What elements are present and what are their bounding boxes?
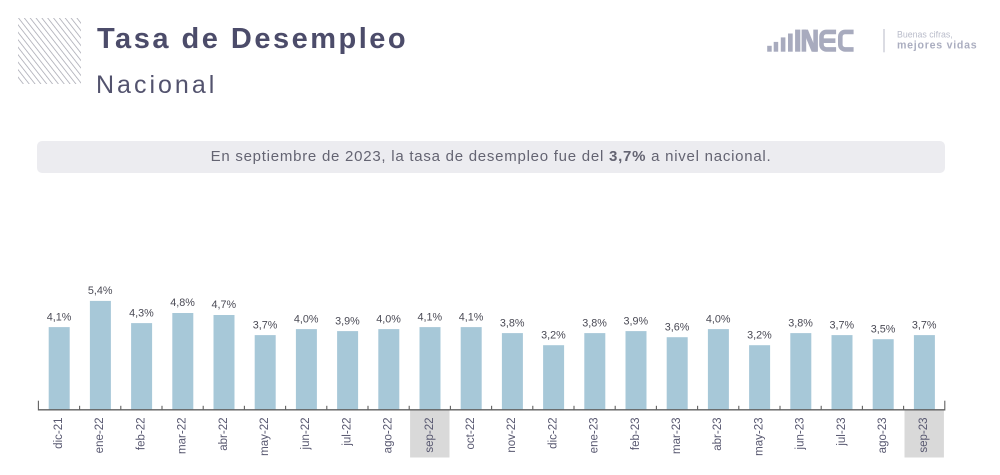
svg-text:mar-22: mar-22	[177, 418, 189, 454]
svg-text:nov-22: nov-22	[506, 418, 518, 453]
svg-text:4,1%: 4,1%	[47, 311, 72, 323]
svg-text:may-22: may-22	[259, 418, 271, 456]
svg-text:4,8%: 4,8%	[170, 297, 195, 309]
svg-text:3,2%: 3,2%	[747, 329, 772, 341]
svg-text:4,0%: 4,0%	[294, 313, 319, 325]
svg-text:3,2%: 3,2%	[541, 329, 566, 341]
svg-text:3,8%: 3,8%	[500, 317, 525, 329]
svg-text:may-23: may-23	[753, 418, 765, 456]
svg-text:3,6%: 3,6%	[665, 321, 690, 333]
svg-text:mar-23: mar-23	[671, 418, 683, 454]
svg-text:4,7%: 4,7%	[211, 299, 236, 311]
svg-text:jul-22: jul-22	[341, 418, 353, 447]
svg-text:5,4%: 5,4%	[88, 285, 113, 297]
svg-text:sep-22: sep-22	[424, 418, 436, 453]
svg-text:4,1%: 4,1%	[459, 311, 484, 323]
svg-text:jun-22: jun-22	[300, 418, 312, 451]
svg-text:ene-22: ene-22	[94, 418, 106, 454]
svg-text:feb-23: feb-23	[630, 418, 642, 451]
svg-text:3,7%: 3,7%	[912, 319, 937, 331]
svg-text:oct-22: oct-22	[465, 418, 477, 450]
svg-text:3,5%: 3,5%	[871, 323, 896, 335]
svg-text:jun-23: jun-23	[795, 418, 807, 451]
svg-text:ago-23: ago-23	[877, 418, 889, 454]
svg-text:dic-21: dic-21	[53, 418, 65, 449]
svg-text:3,8%: 3,8%	[582, 317, 607, 329]
svg-text:feb-22: feb-22	[135, 418, 147, 451]
svg-text:4,0%: 4,0%	[706, 313, 731, 325]
svg-text:dic-22: dic-22	[547, 418, 559, 449]
svg-text:3,7%: 3,7%	[253, 319, 278, 331]
svg-text:4,0%: 4,0%	[376, 313, 401, 325]
svg-text:ene-23: ene-23	[589, 418, 601, 454]
svg-text:3,9%: 3,9%	[623, 315, 648, 327]
svg-text:mejores vidas: mejores vidas	[897, 40, 977, 52]
svg-text:Buenas cifras,: Buenas cifras,	[897, 30, 953, 40]
svg-text:ago-22: ago-22	[383, 418, 395, 454]
svg-text:3,8%: 3,8%	[788, 317, 813, 329]
svg-text:3,7%: 3,7%	[829, 319, 854, 331]
svg-text:abr-23: abr-23	[712, 418, 724, 451]
svg-text:4,1%: 4,1%	[417, 311, 442, 323]
svg-text:4,3%: 4,3%	[129, 307, 154, 319]
svg-text:abr-22: abr-22	[218, 418, 230, 451]
svg-text:jul-23: jul-23	[836, 418, 848, 447]
svg-text:sep-23: sep-23	[918, 418, 930, 453]
svg-text:3,9%: 3,9%	[335, 315, 360, 327]
